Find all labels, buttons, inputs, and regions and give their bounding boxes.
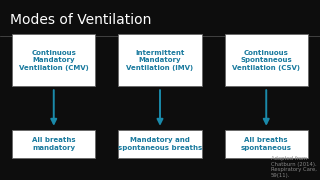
Text: Intermittent
Mandatory
Ventilation (IMV): Intermittent Mandatory Ventilation (IMV) (126, 50, 194, 71)
FancyBboxPatch shape (118, 34, 202, 86)
FancyBboxPatch shape (12, 130, 95, 158)
Text: All breaths
spontaneous: All breaths spontaneous (241, 137, 292, 151)
Text: Adapted from
Chatburn (2014).
Respiratory Care,
59(11).: Adapted from Chatburn (2014). Respirator… (271, 156, 317, 178)
Text: All breaths
mandatory: All breaths mandatory (32, 137, 76, 151)
FancyBboxPatch shape (118, 130, 202, 158)
FancyBboxPatch shape (225, 34, 308, 86)
Text: Continuous
Spontaneous
Ventilation (CSV): Continuous Spontaneous Ventilation (CSV) (232, 50, 300, 71)
FancyBboxPatch shape (12, 34, 95, 86)
FancyBboxPatch shape (225, 130, 308, 158)
Text: Mandatory and
spontaneous breaths: Mandatory and spontaneous breaths (118, 137, 202, 151)
Text: Modes of Ventilation: Modes of Ventilation (10, 13, 151, 27)
Text: Continuous
Mandatory
Ventilation (CMV): Continuous Mandatory Ventilation (CMV) (19, 50, 89, 71)
